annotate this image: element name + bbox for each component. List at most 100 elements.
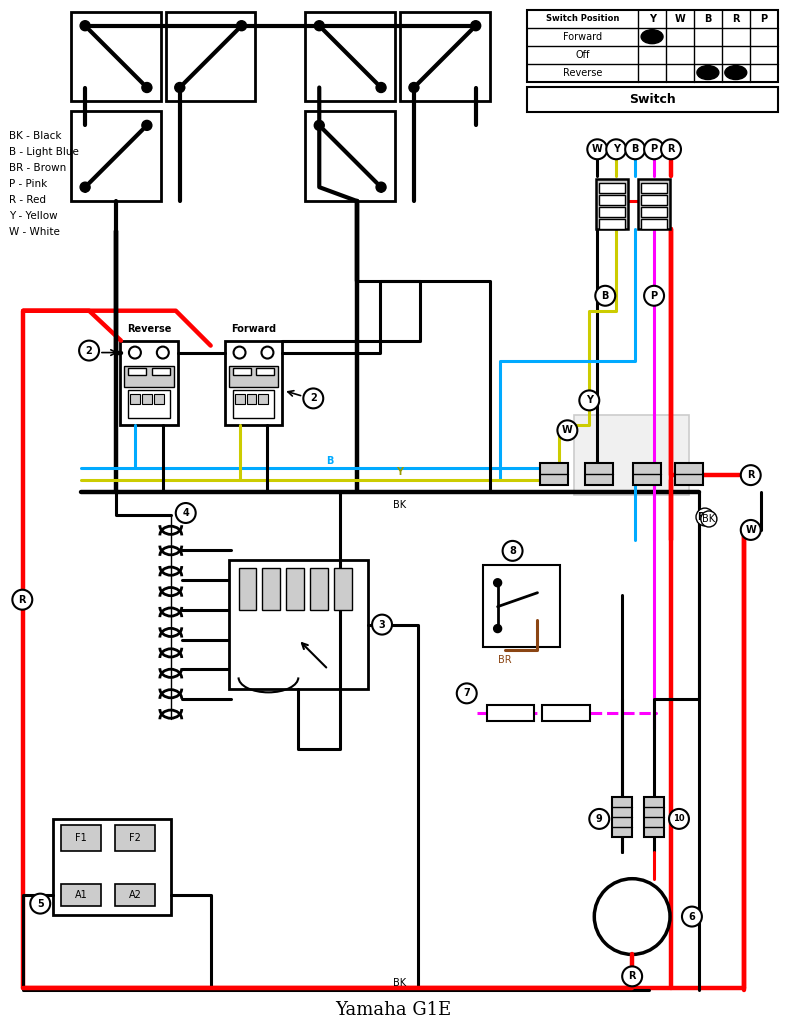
Text: 5: 5 bbox=[37, 899, 44, 908]
Circle shape bbox=[237, 20, 247, 31]
Circle shape bbox=[233, 346, 245, 358]
Text: 2: 2 bbox=[310, 393, 317, 403]
Circle shape bbox=[80, 20, 90, 31]
Bar bbox=[400, 11, 490, 101]
Text: BR: BR bbox=[498, 655, 512, 666]
Circle shape bbox=[579, 390, 599, 411]
Circle shape bbox=[80, 182, 90, 193]
Text: R: R bbox=[667, 144, 674, 155]
Text: 4: 4 bbox=[182, 508, 189, 518]
Circle shape bbox=[142, 83, 152, 92]
Text: 8: 8 bbox=[509, 546, 516, 556]
Bar bbox=[154, 394, 163, 404]
Text: R: R bbox=[747, 470, 755, 480]
Bar bbox=[641, 207, 667, 217]
Text: R: R bbox=[19, 595, 26, 605]
Ellipse shape bbox=[641, 30, 663, 44]
Bar bbox=[130, 394, 140, 404]
Circle shape bbox=[174, 83, 185, 92]
Text: P: P bbox=[651, 291, 658, 301]
Text: W - White: W - White bbox=[9, 227, 61, 237]
Bar bbox=[599, 183, 625, 194]
Bar bbox=[599, 219, 625, 229]
Circle shape bbox=[644, 139, 664, 160]
Bar bbox=[527, 86, 777, 113]
Bar bbox=[152, 368, 170, 376]
Circle shape bbox=[661, 139, 681, 160]
Circle shape bbox=[376, 83, 386, 92]
Bar bbox=[675, 463, 703, 485]
Bar bbox=[53, 819, 171, 914]
Bar bbox=[575, 416, 689, 495]
Circle shape bbox=[606, 139, 626, 160]
Text: +: + bbox=[141, 81, 153, 96]
Text: Y: Y bbox=[396, 467, 403, 477]
Circle shape bbox=[494, 579, 501, 587]
Text: W: W bbox=[562, 425, 573, 435]
Bar bbox=[166, 11, 255, 101]
Circle shape bbox=[502, 541, 523, 561]
Text: B: B bbox=[631, 144, 639, 155]
Text: Switch Position: Switch Position bbox=[545, 14, 619, 24]
Bar bbox=[72, 11, 161, 101]
Text: R: R bbox=[628, 972, 636, 981]
Circle shape bbox=[157, 346, 169, 358]
Bar bbox=[638, 179, 670, 229]
Text: W: W bbox=[745, 525, 756, 535]
Text: F2: F2 bbox=[129, 833, 141, 843]
Bar bbox=[229, 366, 278, 387]
Text: 7: 7 bbox=[464, 688, 470, 698]
Circle shape bbox=[557, 420, 578, 440]
Text: Reverse: Reverse bbox=[127, 324, 171, 334]
Text: 6: 6 bbox=[689, 911, 696, 922]
Bar bbox=[256, 368, 274, 376]
Text: 10: 10 bbox=[673, 814, 685, 823]
Text: BR - Brown: BR - Brown bbox=[9, 163, 67, 173]
Text: R: R bbox=[732, 13, 740, 24]
Circle shape bbox=[644, 286, 664, 306]
Bar bbox=[612, 797, 632, 837]
Text: Reverse: Reverse bbox=[563, 68, 602, 78]
Text: P: P bbox=[651, 144, 658, 155]
Text: B: B bbox=[601, 291, 609, 301]
Text: +: + bbox=[375, 180, 387, 196]
Bar bbox=[599, 207, 625, 217]
Text: +: + bbox=[79, 180, 91, 196]
Text: P - Pink: P - Pink bbox=[9, 179, 48, 189]
Text: Y: Y bbox=[613, 144, 619, 155]
Text: Y: Y bbox=[648, 13, 656, 24]
Bar bbox=[61, 825, 101, 851]
Bar bbox=[305, 11, 395, 101]
Bar bbox=[487, 706, 534, 721]
Bar bbox=[247, 394, 256, 404]
Ellipse shape bbox=[725, 66, 747, 80]
Bar bbox=[142, 394, 152, 404]
Bar bbox=[259, 394, 269, 404]
Text: BK: BK bbox=[394, 978, 406, 988]
Circle shape bbox=[587, 139, 608, 160]
Circle shape bbox=[376, 182, 386, 193]
Bar bbox=[120, 341, 178, 425]
Bar bbox=[644, 797, 664, 837]
Bar bbox=[128, 368, 146, 376]
Bar bbox=[641, 196, 667, 205]
Circle shape bbox=[457, 683, 476, 703]
Circle shape bbox=[595, 286, 615, 306]
Text: A1: A1 bbox=[75, 890, 87, 900]
Bar bbox=[305, 112, 395, 201]
Circle shape bbox=[262, 346, 274, 358]
Text: P: P bbox=[760, 13, 767, 24]
Bar bbox=[229, 560, 368, 689]
Text: Y - Yellow: Y - Yellow bbox=[9, 211, 58, 221]
Text: 9: 9 bbox=[596, 814, 603, 824]
Bar bbox=[334, 567, 352, 609]
Bar bbox=[128, 390, 170, 419]
Bar bbox=[263, 567, 281, 609]
Bar bbox=[597, 179, 628, 229]
Bar bbox=[641, 183, 667, 194]
Bar bbox=[483, 565, 560, 646]
Circle shape bbox=[314, 121, 325, 130]
Circle shape bbox=[372, 614, 392, 635]
Text: -: - bbox=[472, 17, 479, 32]
Text: B: B bbox=[704, 13, 711, 24]
